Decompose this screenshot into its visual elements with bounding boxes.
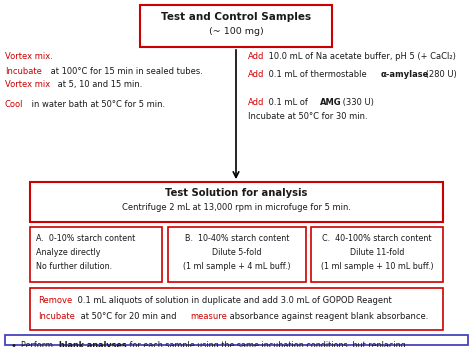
- Text: Perform: Perform: [21, 341, 55, 347]
- Text: (280 U): (280 U): [423, 70, 457, 79]
- Text: Incubate at 50°C for 30 min.: Incubate at 50°C for 30 min.: [248, 112, 368, 121]
- Text: Dilute 11-fold: Dilute 11-fold: [350, 248, 404, 257]
- Text: absorbance against reagent blank absorbance.: absorbance against reagent blank absorba…: [227, 312, 428, 321]
- Text: (1 ml sample + 4 mL buff.): (1 ml sample + 4 mL buff.): [183, 262, 291, 271]
- Text: Analyze directly: Analyze directly: [36, 248, 100, 257]
- Text: for each sample using the same incubation conditions, but replacing: for each sample using the same incubatio…: [127, 341, 406, 347]
- Text: Cool: Cool: [5, 100, 24, 109]
- Text: blank analyses: blank analyses: [59, 341, 127, 347]
- Text: Add: Add: [248, 52, 264, 61]
- Text: Vortex mix.: Vortex mix.: [5, 52, 53, 61]
- Text: C.  40-100% starch content: C. 40-100% starch content: [322, 234, 432, 243]
- Text: (~ 100 mg): (~ 100 mg): [209, 27, 264, 36]
- Text: α-amylase: α-amylase: [381, 70, 429, 79]
- Text: 10.0 mL of Na acetate buffer, pH 5 (+ CaCl₂): 10.0 mL of Na acetate buffer, pH 5 (+ Ca…: [266, 52, 456, 61]
- FancyBboxPatch shape: [168, 227, 306, 282]
- Text: measure: measure: [190, 312, 227, 321]
- Text: (330 U): (330 U): [340, 98, 374, 107]
- Text: Vortex mix: Vortex mix: [5, 80, 50, 89]
- Text: 0.1 mL of thermostable: 0.1 mL of thermostable: [266, 70, 369, 79]
- FancyBboxPatch shape: [30, 288, 443, 330]
- Text: Add: Add: [248, 98, 264, 107]
- Text: AMG: AMG: [320, 98, 342, 107]
- FancyBboxPatch shape: [5, 335, 468, 345]
- Text: B.  10-40% starch content: B. 10-40% starch content: [185, 234, 289, 243]
- Text: in water bath at 50°C for 5 min.: in water bath at 50°C for 5 min.: [29, 100, 165, 109]
- Text: at 5, 10 and 15 min.: at 5, 10 and 15 min.: [55, 80, 142, 89]
- Text: Centrifuge 2 mL at 13,000 rpm in microfuge for 5 min.: Centrifuge 2 mL at 13,000 rpm in microfu…: [122, 203, 351, 212]
- Text: at 50°C for 20 min and: at 50°C for 20 min and: [78, 312, 179, 321]
- Text: •: •: [11, 341, 17, 347]
- FancyBboxPatch shape: [30, 182, 443, 222]
- FancyBboxPatch shape: [140, 5, 332, 47]
- Text: No further dilution.: No further dilution.: [36, 262, 112, 271]
- Text: (1 ml sample + 10 mL buff.): (1 ml sample + 10 mL buff.): [321, 262, 433, 271]
- Text: 0.1 mL aliquots of solution in duplicate and add 3.0 mL of GOPOD Reagent: 0.1 mL aliquots of solution in duplicate…: [75, 296, 392, 305]
- Text: Add: Add: [248, 70, 264, 79]
- Text: at 100°C for 15 min in sealed tubes.: at 100°C for 15 min in sealed tubes.: [48, 67, 203, 76]
- Text: A.  0-10% starch content: A. 0-10% starch content: [36, 234, 135, 243]
- Text: Remove: Remove: [38, 296, 72, 305]
- Text: Dilute 5-fold: Dilute 5-fold: [212, 248, 262, 257]
- Text: 0.1 mL of: 0.1 mL of: [266, 98, 310, 107]
- Text: Test Solution for analysis: Test Solution for analysis: [165, 188, 308, 198]
- Text: Test and Control Samples: Test and Control Samples: [161, 12, 311, 22]
- FancyBboxPatch shape: [311, 227, 443, 282]
- FancyBboxPatch shape: [30, 227, 162, 282]
- Text: Incubate: Incubate: [5, 67, 42, 76]
- Text: Incubate: Incubate: [38, 312, 75, 321]
